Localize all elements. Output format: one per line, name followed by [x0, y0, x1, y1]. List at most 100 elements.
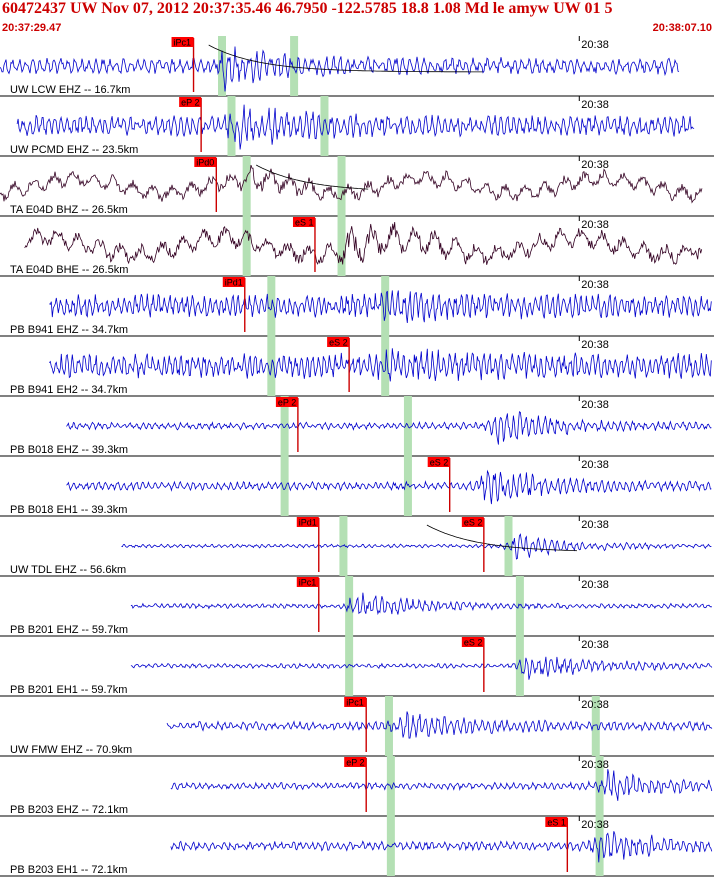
tick-label: 20:38: [581, 699, 609, 711]
waveform-trace: [130, 592, 712, 616]
tick-label: 20:38: [581, 219, 609, 231]
analysis-window: [386, 756, 395, 816]
channel-label: PB B941 EH2 -- 34.7km: [10, 384, 127, 396]
tick-label: 20:38: [581, 39, 609, 51]
waveform-trace: [66, 411, 712, 445]
trace-row: eP 2 20:38 PB B203 EHZ -- 72.1km: [0, 756, 714, 817]
analysis-window: [337, 216, 346, 276]
pick-label: iPd1: [299, 518, 317, 528]
waveform-trace: [0, 164, 703, 204]
trace-row: iPc1 20:38 UW LCW EHZ -- 16.7km: [0, 36, 714, 97]
pick-marker: [344, 757, 367, 767]
event-title: 60472437 UW Nov 07, 2012 20:37:35.46 46.…: [2, 0, 613, 17]
analysis-window: [227, 96, 236, 156]
pick-marker: [461, 637, 484, 647]
waveform-trace: [66, 469, 712, 505]
end-time-label: 20:38:07.10: [652, 22, 712, 34]
analysis-window: [515, 576, 524, 636]
waveform-trace: [48, 348, 712, 382]
channel-label: UW LCW EHZ -- 16.7km: [10, 84, 130, 96]
channel-label: UW TDL EHZ -- 56.6km: [10, 564, 126, 576]
pick-label: eP 2: [346, 758, 364, 768]
pick-marker: [296, 577, 319, 587]
analysis-window: [381, 276, 390, 336]
waveform-trace: [170, 769, 713, 801]
start-time-label: 20:37:29.47: [2, 22, 62, 34]
pick-marker: [222, 277, 245, 287]
analysis-window: [515, 636, 524, 696]
pick-label: eS 2: [430, 458, 449, 468]
pick-label: iPd1: [225, 278, 243, 288]
tick-label: 20:38: [581, 759, 609, 771]
coda-curve: [256, 164, 369, 190]
pick-marker: [296, 517, 319, 527]
trace-row: iPd1 eS 2 20:38 UW TDL EHZ -- 56.6km: [0, 516, 714, 577]
waveform-trace: [130, 656, 713, 680]
channel-label: TA E04D BHE -- 26.5km: [10, 264, 128, 276]
pick-label: iPd0: [196, 158, 214, 168]
channel-label: UW PCMD EHZ -- 23.5km: [10, 144, 138, 156]
pick-marker: [292, 217, 315, 227]
coda-curve: [208, 44, 483, 73]
trace-row: eP 2 20:38 PB B018 EHZ -- 39.3km: [0, 396, 714, 457]
tick-label: 20:38: [581, 519, 609, 531]
analysis-window: [591, 696, 600, 756]
pick-marker: [344, 697, 367, 707]
analysis-window: [280, 396, 289, 456]
pick-label: eS 2: [464, 638, 483, 648]
pick-marker: [545, 817, 568, 827]
trace-row: eS 1 20:38 PB B203 EH1 -- 72.1km: [0, 816, 714, 877]
analysis-window: [386, 816, 395, 876]
tick-label: 20:38: [581, 339, 609, 351]
tick-label: 20:38: [581, 819, 609, 831]
tick-label: 20:38: [581, 279, 609, 291]
tick-label: 20:38: [581, 639, 609, 651]
trace-row: eS 2 20:38 PB B201 EH1 -- 59.7km: [0, 636, 714, 697]
header-bar: 60472437 UW Nov 07, 2012 20:37:35.46 46.…: [0, 0, 714, 36]
channel-label: PB B941 EHZ -- 34.7km: [10, 324, 128, 336]
channel-label: TA E04D BHZ -- 26.5km: [10, 204, 128, 216]
pick-label: eP 2: [181, 98, 199, 108]
analysis-window: [242, 216, 251, 276]
analysis-window: [242, 156, 251, 216]
pick-marker: [327, 337, 350, 347]
channel-label: PB B018 EHZ -- 39.3km: [10, 444, 128, 456]
waveform-trace: [24, 221, 703, 265]
coda-curve: [426, 524, 577, 552]
waveform-trace: [121, 533, 712, 560]
trace-row: eS 2 20:38 PB B941 EH2 -- 34.7km: [0, 336, 714, 397]
waveform-trace: [170, 831, 713, 863]
waveform-trace: [16, 104, 695, 150]
tick-label: 20:38: [581, 399, 609, 411]
pick-marker: [171, 37, 194, 47]
trace-row: iPc1 20:38 PB B201 EHZ -- 59.7km: [0, 576, 714, 637]
trace-row: eS 2 20:38 PB B018 EH1 -- 39.3km: [0, 456, 714, 517]
channel-label: PB B203 EH1 -- 72.1km: [10, 864, 127, 876]
pick-marker: [275, 397, 298, 407]
pick-label: eS 1: [547, 818, 566, 828]
tick-label: 20:38: [581, 459, 609, 471]
analysis-window: [217, 36, 226, 96]
pick-marker: [461, 517, 484, 527]
pick-label: iPc1: [299, 578, 317, 588]
channel-label: UW FMW EHZ -- 70.9km: [10, 744, 132, 756]
pick-label: iPc1: [346, 698, 364, 708]
trace-row: eP 2 20:38 UW PCMD EHZ -- 23.5km: [0, 96, 714, 157]
pick-label: eS 1: [295, 218, 314, 228]
analysis-window: [320, 96, 329, 156]
pick-label: iPc1: [174, 38, 192, 48]
tick-label: 20:38: [581, 159, 609, 171]
trace-row: iPd1 20:38 PB B941 EHZ -- 34.7km: [0, 276, 714, 337]
channel-label: PB B018 EH1 -- 39.3km: [10, 504, 127, 516]
channel-label: PB B203 EHZ -- 72.1km: [10, 804, 128, 816]
pick-label: eP 2: [278, 398, 296, 408]
pick-marker: [179, 97, 202, 107]
analysis-window: [337, 156, 346, 216]
waveform-trace: [166, 711, 713, 739]
pick-marker: [194, 157, 217, 167]
pick-label: eS 2: [329, 338, 348, 348]
pick-marker: [427, 457, 450, 467]
channel-label: PB B201 EH1 -- 59.7km: [10, 684, 127, 696]
tick-label: 20:38: [581, 579, 609, 591]
pick-label: eS 2: [464, 518, 483, 528]
